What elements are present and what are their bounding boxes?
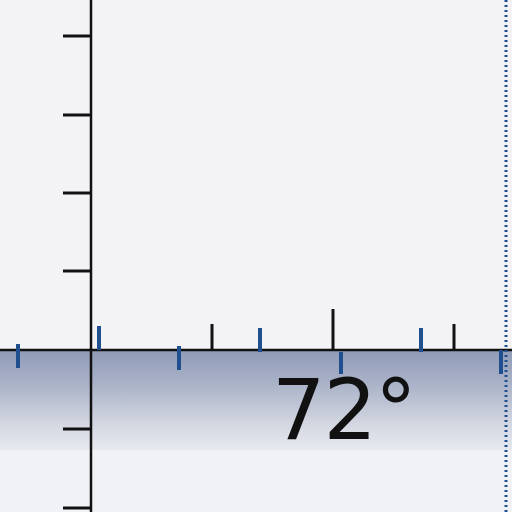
angle-readout: 72° [272, 361, 417, 459]
vertical-axis-ticks [63, 34, 91, 510]
shaded-band [0, 350, 512, 450]
baseline-blue-ticks [16, 326, 503, 374]
band-lower-fade [0, 450, 512, 512]
baseline-black-ticks [210, 309, 456, 350]
